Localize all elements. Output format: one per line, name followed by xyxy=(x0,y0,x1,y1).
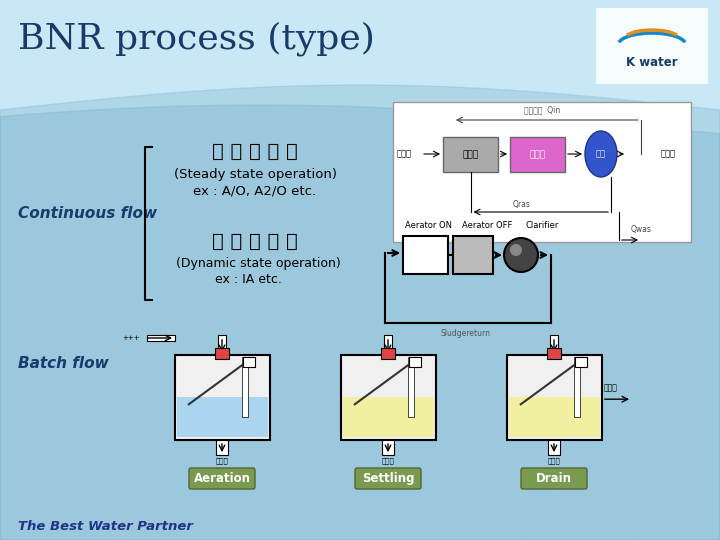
Bar xyxy=(218,335,226,355)
Text: Continuous flow: Continuous flow xyxy=(18,206,157,221)
Text: Sludgereturn: Sludgereturn xyxy=(441,329,490,338)
Text: 조리: 조리 xyxy=(596,150,606,159)
Text: Batch flow: Batch flow xyxy=(18,356,109,371)
Bar xyxy=(574,357,580,416)
FancyBboxPatch shape xyxy=(521,468,587,489)
Bar xyxy=(215,348,229,359)
Ellipse shape xyxy=(585,131,617,177)
Bar xyxy=(408,357,413,416)
Bar xyxy=(409,357,421,367)
Text: 공 간 배 치 형: 공 간 배 치 형 xyxy=(212,142,298,161)
Text: (Dynamic state operation): (Dynamic state operation) xyxy=(176,257,341,270)
Bar xyxy=(341,355,436,440)
FancyBboxPatch shape xyxy=(355,468,421,489)
Bar xyxy=(343,397,434,437)
Text: Qras: Qras xyxy=(513,200,531,209)
FancyBboxPatch shape xyxy=(570,0,720,101)
Bar xyxy=(216,440,228,455)
Text: 호기소: 호기소 xyxy=(529,150,546,159)
Bar xyxy=(575,357,587,367)
Text: Clarifier: Clarifier xyxy=(525,221,559,230)
Text: 슬러지: 슬러지 xyxy=(548,457,560,464)
Bar xyxy=(384,335,392,355)
Bar xyxy=(403,236,448,274)
Bar xyxy=(550,335,558,355)
Text: 슬러지: 슬러지 xyxy=(382,457,395,464)
Bar xyxy=(241,357,248,416)
Text: 처리수: 처리수 xyxy=(604,383,618,392)
Text: +++: +++ xyxy=(122,335,140,341)
Circle shape xyxy=(504,238,538,272)
Text: BNR process (type): BNR process (type) xyxy=(18,21,375,56)
Text: ex : A/O, A2/O etc.: ex : A/O, A2/O etc. xyxy=(194,184,317,197)
Bar xyxy=(453,236,493,274)
Bar xyxy=(177,397,268,437)
Text: (Steady state operation): (Steady state operation) xyxy=(174,168,336,181)
Text: Aerator ON: Aerator ON xyxy=(405,221,452,230)
Bar xyxy=(147,335,175,341)
Text: 유입수: 유입수 xyxy=(397,150,412,159)
Text: ex : IA etc.: ex : IA etc. xyxy=(215,273,282,286)
Bar xyxy=(393,102,691,242)
Bar xyxy=(243,357,255,367)
Text: 시 간 배 치 형: 시 간 배 치 형 xyxy=(212,232,298,251)
FancyBboxPatch shape xyxy=(189,468,255,489)
Bar xyxy=(510,137,565,172)
Text: Drain: Drain xyxy=(536,472,572,485)
Text: Qwas: Qwas xyxy=(631,225,652,234)
Text: 슬러지: 슬러지 xyxy=(215,457,228,464)
Text: 방류수: 방류수 xyxy=(661,150,676,159)
Bar xyxy=(382,440,394,455)
Bar xyxy=(175,355,270,440)
Text: 무산소: 무산소 xyxy=(462,150,479,159)
Text: Settling: Settling xyxy=(361,472,414,485)
Bar xyxy=(509,397,600,437)
Text: K water: K water xyxy=(626,56,678,69)
Bar xyxy=(507,355,602,440)
Text: Aerator OFF: Aerator OFF xyxy=(462,221,513,230)
Text: The Best Water Partner: The Best Water Partner xyxy=(18,520,193,533)
Bar xyxy=(381,348,395,359)
Bar xyxy=(547,348,561,359)
Text: 내부수환  Qin: 내부수환 Qin xyxy=(524,105,560,114)
Circle shape xyxy=(510,244,522,256)
Text: Aeration: Aeration xyxy=(194,472,251,485)
Bar xyxy=(443,137,498,172)
Bar xyxy=(548,440,560,455)
